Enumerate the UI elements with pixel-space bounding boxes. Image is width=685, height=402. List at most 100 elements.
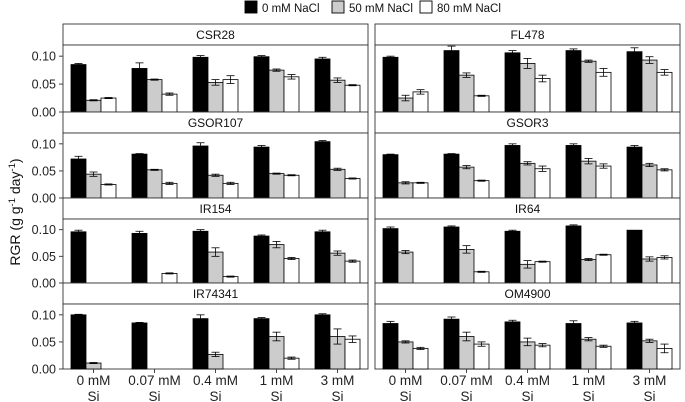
bar-om4900-cat4-s3 [595, 345, 612, 370]
bar-ir64-cat4-s2 [580, 259, 597, 284]
bar-gsor107-cat5-s2 [329, 168, 346, 199]
x-tick-label-om4900-3-2: Si [521, 389, 533, 402]
bar-csr28-cat3-s1 [192, 56, 209, 113]
x-tick-label-ir74341-1-1: 0 mM [77, 373, 111, 388]
bar-ir64-cat3-s3 [534, 261, 551, 284]
bar-fl478-cat2-s3 [473, 95, 490, 113]
bar-csr28-cat4-s2 [268, 69, 285, 113]
bar-gsor107-cat4-s2 [268, 173, 285, 199]
bar-ir74341-cat5-s3 [344, 338, 361, 370]
bar-ir154-cat2-s1 [131, 232, 148, 284]
bar-ir74341-cat4-s2 [268, 336, 285, 370]
y-axis-label: RGR (g g-1 day-1) [7, 158, 24, 265]
bar-gsor107-cat1-s3 [100, 184, 117, 199]
bar-ir64-cat5-s3 [656, 256, 673, 284]
legend-swatch-3 [419, 0, 433, 14]
x-tick-label-ir74341-5-2: Si [331, 389, 343, 402]
bar-gsor107-cat2-s1 [131, 153, 148, 199]
bar-gsor3-cat4-s3 [595, 165, 612, 199]
x-tick-label-om4900-1-2: Si [399, 389, 411, 402]
bar-gsor107-cat5-s1 [314, 141, 331, 199]
bar-gsor107-cat2-s3 [161, 182, 178, 199]
bar-ir154-cat4-s1 [253, 235, 270, 284]
legend-label-2: 50 mM NaCl [349, 3, 413, 15]
bar-fl478-cat5-s3 [656, 71, 673, 113]
y-tick-label-ir74341-1: 0.05 [32, 335, 56, 349]
bar-gsor3-cat5-s1 [626, 146, 643, 199]
bar-ir154-cat2-s3 [161, 272, 178, 284]
bar-fl478-cat5-s2 [641, 59, 658, 113]
bar-om4900-cat1-s3 [412, 348, 429, 370]
panel-title-csr28: CSR28 [196, 28, 235, 42]
x-tick-label-om4900-5-2: Si [643, 389, 655, 402]
y-axis-label-part-4: -1 [7, 163, 18, 171]
bar-ir64-cat4-s3 [595, 254, 612, 284]
bar-ir64-cat2-s2 [458, 248, 475, 284]
legend-label-1: 0 mM NaCl [262, 3, 320, 15]
bar-gsor3-cat4-s1 [565, 145, 582, 199]
y-tick-label-ir74341-2: 0.10 [32, 308, 56, 322]
bar-om4900-cat4-s1 [565, 323, 582, 370]
bar-fl478-cat4-s2 [580, 60, 597, 113]
bar-ir154-cat1-s1 [70, 231, 87, 284]
bar-gsor107-cat3-s1 [192, 145, 209, 199]
bar-gsor3-cat5-s2 [641, 164, 658, 199]
y-tick-label-ir74341-0: 0.00 [32, 363, 56, 377]
bar-fl478-cat1-s1 [382, 56, 399, 113]
bar-ir74341-cat1-s1 [70, 314, 87, 370]
bar-ir64-cat5-s1 [626, 229, 643, 284]
y-tick-label-ir154-1: 0.05 [32, 250, 56, 264]
bar-ir64-cat1-s1 [382, 228, 399, 284]
bar-gsor3-cat4-s2 [580, 160, 597, 199]
bar-ir154-cat5-s2 [329, 252, 346, 284]
x-tick-label-ir74341-4-1: 1 mM [260, 373, 294, 388]
bar-ir74341-cat3-s1 [192, 318, 209, 370]
bar-om4900-cat4-s2 [580, 338, 597, 370]
panel-title-ir74341: IR74341 [193, 287, 239, 301]
bar-fl478-cat1-s3 [412, 91, 429, 113]
bar-gsor3-cat2-s2 [458, 166, 475, 199]
x-tick-label-om4900-5-1: 3 mM [633, 373, 667, 388]
bar-ir154-cat5-s1 [314, 231, 331, 284]
bar-gsor107-cat1-s2 [85, 173, 102, 199]
panel-title-ir64: IR64 [515, 202, 541, 216]
bar-csr28-cat4-s1 [253, 56, 270, 113]
bar-gsor107-cat4-s3 [283, 174, 300, 199]
bar-fl478-cat2-s2 [458, 74, 475, 113]
bar-gsor3-cat3-s3 [534, 168, 551, 199]
bar-gsor3-cat1-s1 [382, 154, 399, 199]
y-tick-label-csr28-2: 0.10 [32, 50, 56, 64]
x-tick-label-ir74341-4-2: Si [270, 389, 282, 402]
bar-csr28-cat3-s2 [207, 82, 224, 113]
bar-om4900-cat1-s1 [382, 323, 399, 370]
bar-ir154-cat3-s1 [192, 230, 209, 284]
bar-om4900-cat2-s2 [458, 336, 475, 370]
x-tick-label-om4900-2-1: 0.07 mM [440, 373, 493, 388]
bar-csr28-cat4-s3 [283, 76, 300, 113]
bar-csr28-cat3-s3 [222, 79, 239, 113]
bar-fl478-cat4-s1 [565, 50, 582, 113]
legend-swatch-1 [244, 0, 258, 14]
bar-gsor107-cat2-s2 [146, 169, 163, 199]
y-tick-label-gsor107-1: 0.05 [32, 164, 56, 178]
bar-ir154-cat4-s2 [268, 244, 285, 284]
bar-om4900-cat5-s2 [641, 340, 658, 370]
bar-ir64-cat5-s2 [641, 258, 658, 284]
bar-fl478-cat3-s3 [534, 78, 551, 113]
bar-fl478-cat3-s2 [519, 63, 536, 113]
panel-title-om4900: OM4900 [504, 287, 550, 301]
bar-csr28-cat1-s2 [85, 99, 102, 113]
legend-label-3: 80 mM NaCl [437, 3, 501, 15]
bar-gsor107-cat3-s3 [222, 182, 239, 199]
bar-csr28-cat2-s3 [161, 93, 178, 113]
bar-gsor3-cat1-s3 [412, 182, 429, 199]
bar-fl478-cat4-s3 [595, 71, 612, 113]
bar-ir154-cat3-s3 [222, 276, 239, 284]
bar-ir64-cat2-s3 [473, 271, 490, 284]
x-tick-label-om4900-3-1: 0.4 mM [505, 373, 550, 388]
x-tick-label-ir74341-5-1: 3 mM [321, 373, 355, 388]
bar-om4900-cat2-s3 [473, 343, 490, 370]
x-tick-label-om4900-4-2: Si [582, 389, 594, 402]
bar-ir74341-cat4-s3 [283, 357, 300, 370]
